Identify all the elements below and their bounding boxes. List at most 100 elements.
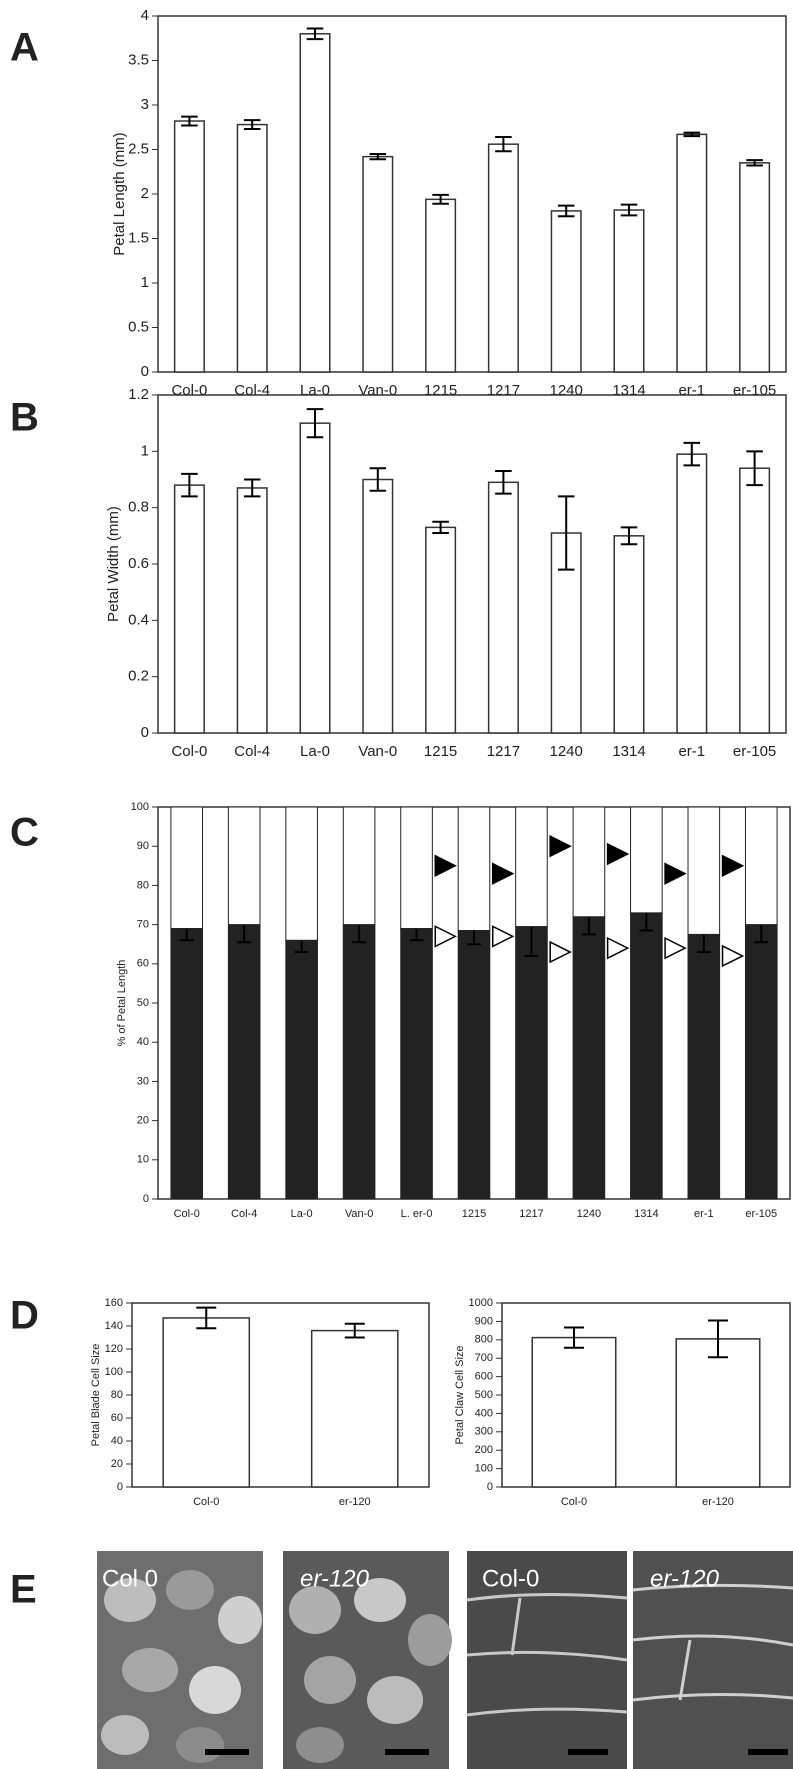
y-tick-label: 20 (111, 1458, 123, 1470)
error-bar (344, 1322, 365, 1339)
y-tick-label: 70 (137, 919, 149, 931)
bar (362, 478, 394, 734)
y-tick-label: 30 (137, 1075, 149, 1087)
x-tick-label: 1240 (550, 382, 583, 399)
bar (173, 120, 205, 373)
error-bar (432, 520, 449, 535)
y-tick-label: 400 (475, 1407, 493, 1419)
bar-segment (687, 933, 721, 1200)
x-tick-label: 1217 (487, 743, 520, 760)
bar (299, 33, 331, 373)
error-bar (369, 467, 387, 492)
y-tick-label: 4 (141, 7, 149, 24)
x-tick-label: 1217 (487, 382, 520, 399)
bar (739, 162, 771, 373)
x-tick-label: Van-0 (358, 382, 397, 399)
bar (613, 535, 645, 734)
x-tick-label: 1215 (424, 382, 457, 399)
y-tick-label: 140 (105, 1320, 123, 1332)
x-tick-label: er-120 (339, 1496, 371, 1508)
micrograph-col0-blade (97, 1551, 263, 1769)
y-tick-label: 120 (105, 1343, 123, 1355)
x-tick-label: Col-0 (193, 1496, 219, 1508)
y-tick-label: 0.2 (128, 668, 149, 685)
error-bar (306, 27, 324, 41)
micrograph-label: er-120 (650, 1565, 720, 1592)
bar-segment (170, 806, 204, 930)
micrograph-label: er-120 (300, 1565, 370, 1592)
y-axis-label: Petal Blade Cell Size (90, 1344, 102, 1447)
bar (739, 467, 771, 734)
y-tick-label: 1.2 (128, 386, 149, 403)
error-bar (243, 478, 261, 498)
bar-segment (227, 924, 261, 1200)
x-tick-label: er-105 (733, 743, 776, 760)
bar (676, 453, 708, 734)
bar-segment (630, 806, 663, 914)
y-tick-label: 20 (137, 1115, 149, 1127)
bar-segment (572, 806, 606, 918)
bar-segment (457, 806, 491, 931)
bar-segment (285, 806, 318, 941)
filled-triangle (721, 854, 745, 878)
bar (487, 481, 519, 734)
bar (550, 210, 582, 373)
y-tick-label: 100 (131, 801, 149, 813)
bar-segment (630, 912, 663, 1200)
open-triangle (721, 944, 745, 968)
y-tick-label: 0 (487, 1481, 493, 1493)
bar-segment (285, 939, 318, 1200)
y-tick-label: 10 (137, 1154, 149, 1166)
error-bar (708, 1319, 728, 1359)
y-tick-label: 0 (141, 363, 149, 380)
open-triangle (434, 925, 457, 948)
error-bar (746, 159, 763, 167)
x-tick-label: Col-4 (234, 382, 270, 399)
open-triangle (664, 936, 687, 960)
micrograph-col0-claw (466, 1551, 628, 1769)
bar-segment (744, 806, 778, 926)
x-tick-label: Van-0 (358, 743, 397, 760)
y-axis-label: % of Petal Length (116, 960, 128, 1047)
y-tick-label: 40 (111, 1435, 123, 1447)
x-tick-label: Col-4 (231, 1208, 257, 1220)
error-bar (243, 119, 261, 131)
y-tick-label: 80 (111, 1389, 123, 1401)
bar (425, 526, 457, 734)
error-bar (306, 408, 324, 439)
error-bar (683, 131, 701, 138)
y-tick-label: 90 (137, 840, 149, 852)
y-tick-label: 60 (137, 958, 149, 970)
error-bar (369, 152, 387, 161)
x-tick-label: Col-4 (234, 743, 270, 760)
y-tick-label: 2.5 (128, 140, 149, 157)
bar (362, 155, 394, 373)
bar (676, 133, 708, 373)
error-bar (495, 470, 512, 495)
open-triangle (606, 936, 630, 960)
micrograph-er120-blade (283, 1551, 452, 1769)
bar-segment (227, 806, 261, 926)
x-tick-label: 1314 (612, 743, 645, 760)
y-tick-label: 2 (141, 185, 149, 202)
bar-segment (400, 928, 433, 1200)
error-bar (181, 472, 198, 498)
x-tick-label: 1215 (424, 743, 457, 760)
x-tick-label: 1240 (577, 1208, 601, 1220)
x-tick-label: Col-0 (171, 382, 207, 399)
filled-triangle (606, 842, 630, 866)
bar (236, 123, 268, 373)
micrograph-er120-claw (632, 1551, 793, 1769)
x-tick-label: er-105 (745, 1208, 777, 1220)
x-tick-label: 1314 (612, 382, 645, 399)
x-tick-label: La-0 (300, 743, 330, 760)
y-tick-label: 40 (137, 1036, 149, 1048)
y-tick-label: 3.5 (128, 51, 149, 68)
filled-triangle (434, 854, 457, 878)
open-triangle (549, 940, 572, 964)
open-triangle (491, 925, 515, 948)
y-tick-label: 700 (475, 1352, 493, 1364)
x-tick-label: Van-0 (345, 1208, 374, 1220)
bar (299, 422, 331, 734)
